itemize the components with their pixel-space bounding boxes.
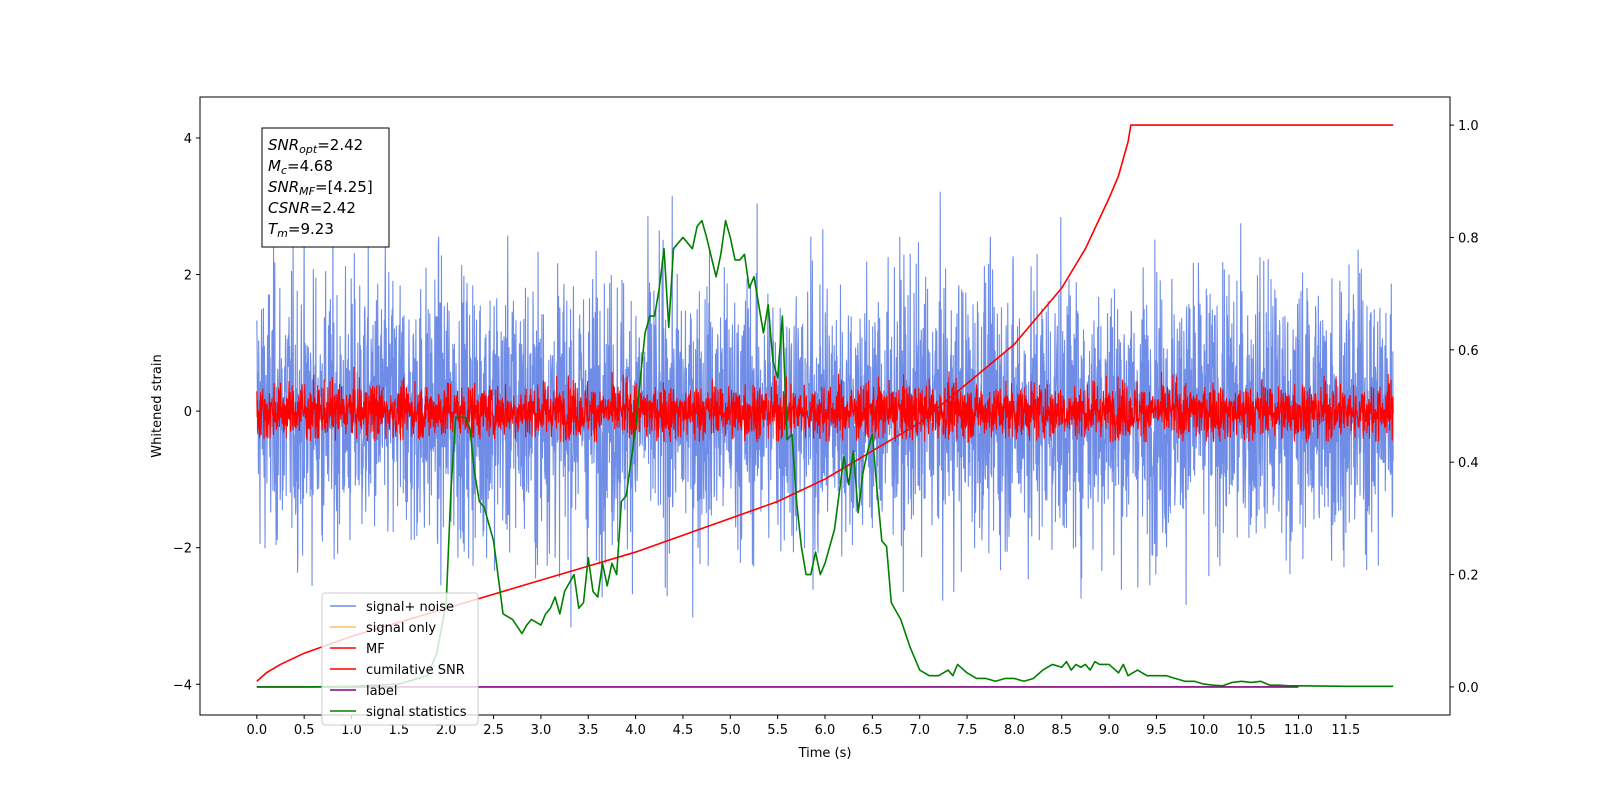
annotation-line: Tm=9.23 <box>268 220 334 240</box>
y-tick-label: −2 <box>173 542 192 557</box>
x-tick-label: 9.5 <box>1146 723 1167 738</box>
x-tick-label: 11.0 <box>1284 723 1313 738</box>
y-tick-label: 0 <box>184 405 192 420</box>
annotation-line: SNRMF=[4.25] <box>268 178 373 198</box>
annotation-subscript: MF <box>299 185 315 198</box>
x-tick-label: 8.0 <box>1004 723 1025 738</box>
x-axis-label: Time (s) <box>798 746 852 761</box>
x-tick-label: 9.0 <box>1099 723 1120 738</box>
series-line-0 <box>256 191 1394 628</box>
x-tick-label: 11.5 <box>1331 723 1360 738</box>
y-tick-label: −4 <box>173 678 192 693</box>
x-tick-label: 0.5 <box>294 723 315 738</box>
legend: signal+ noise signal only MF cumilative SNR… <box>321 592 479 726</box>
x-tick-label: 3.5 <box>578 723 599 738</box>
y2-tick-label: 0.4 <box>1458 456 1479 471</box>
annotation-symbol: SNR <box>268 178 299 196</box>
y-axis-left: −4 −2 0 2 4 <box>173 132 200 693</box>
legend-label: signal statistics <box>366 705 467 720</box>
x-tick-label: 7.5 <box>957 723 978 738</box>
x-tick-label: 3.0 <box>531 723 552 738</box>
y2-tick-label: 0.0 <box>1458 681 1479 696</box>
y2-tick-label: 0.6 <box>1458 344 1479 359</box>
y2-tick-label: 1.0 <box>1458 119 1479 134</box>
x-tick-label: 2.0 <box>436 723 457 738</box>
x-tick-label: 7.0 <box>909 723 930 738</box>
annotation-value: =9.23 <box>288 220 334 238</box>
legend-label: signal only <box>366 621 436 636</box>
annotation-value: =[4.25] <box>315 178 373 196</box>
x-tick-label: 4.0 <box>625 723 646 738</box>
x-tick-label: 2.5 <box>483 723 504 738</box>
x-tick-label: 8.5 <box>1051 723 1072 738</box>
x-tick-label: 1.0 <box>341 723 362 738</box>
annotation-value: =4.68 <box>287 157 333 175</box>
series-line-5 <box>256 219 1394 688</box>
x-tick-label: 4.5 <box>673 723 694 738</box>
metrics-annotation-box: SNRopt=2.42Mc=4.68SNRMF=[4.25]CSNR=2.42T… <box>261 127 390 248</box>
annotation-value: =2.42 <box>317 136 363 154</box>
annotation-frame <box>261 127 390 248</box>
x-tick-label: 1.5 <box>389 723 410 738</box>
annotation-line: SNRopt=2.42 <box>268 136 363 156</box>
annotation-symbol: CSNR <box>268 199 310 217</box>
y-tick-label: 2 <box>184 269 192 284</box>
x-tick-label: 5.5 <box>767 723 788 738</box>
x-tick-label: 0.0 <box>246 723 267 738</box>
x-tick-label: 10.5 <box>1237 723 1266 738</box>
legend-label: signal+ noise <box>366 600 454 615</box>
annotation-symbol: T <box>268 220 279 238</box>
annotation-line: Mc=4.68 <box>268 157 333 177</box>
annotation-subscript: c <box>281 164 287 177</box>
x-tick-label: 6.5 <box>862 723 883 738</box>
y-axis-label: Whitened strain <box>150 354 165 457</box>
annotation-subscript: m <box>277 227 288 240</box>
series-line-2 <box>256 366 1394 443</box>
annotation-symbol: SNR <box>268 136 299 154</box>
y2-tick-label: 0.2 <box>1458 569 1479 584</box>
x-tick-label: 10.0 <box>1189 723 1218 738</box>
legend-label: MF <box>366 642 385 657</box>
annotation-subscript: opt <box>299 143 318 156</box>
y2-tick-label: 0.8 <box>1458 231 1479 246</box>
x-tick-label: 5.0 <box>720 723 741 738</box>
annotation-symbol: M <box>268 157 281 175</box>
y-tick-label: 4 <box>184 132 192 147</box>
annotation-value: =2.42 <box>310 199 356 217</box>
legend-label: label <box>366 684 397 699</box>
annotation-line: CSNR=2.42 <box>268 199 356 217</box>
legend-label: cumilative SNR <box>366 663 465 678</box>
x-axis: 0.0 0.5 1.0 1.5 2.0 2.5 3.0 3.5 4.0 4.5 5.0 5.5 6.0 6… <box>246 715 1360 738</box>
legend-frame <box>321 592 479 726</box>
x-tick-label: 6.0 <box>815 723 836 738</box>
y-axis-right: 0.0 0.2 0.4 0.6 0.8 1.0 <box>1450 119 1479 696</box>
